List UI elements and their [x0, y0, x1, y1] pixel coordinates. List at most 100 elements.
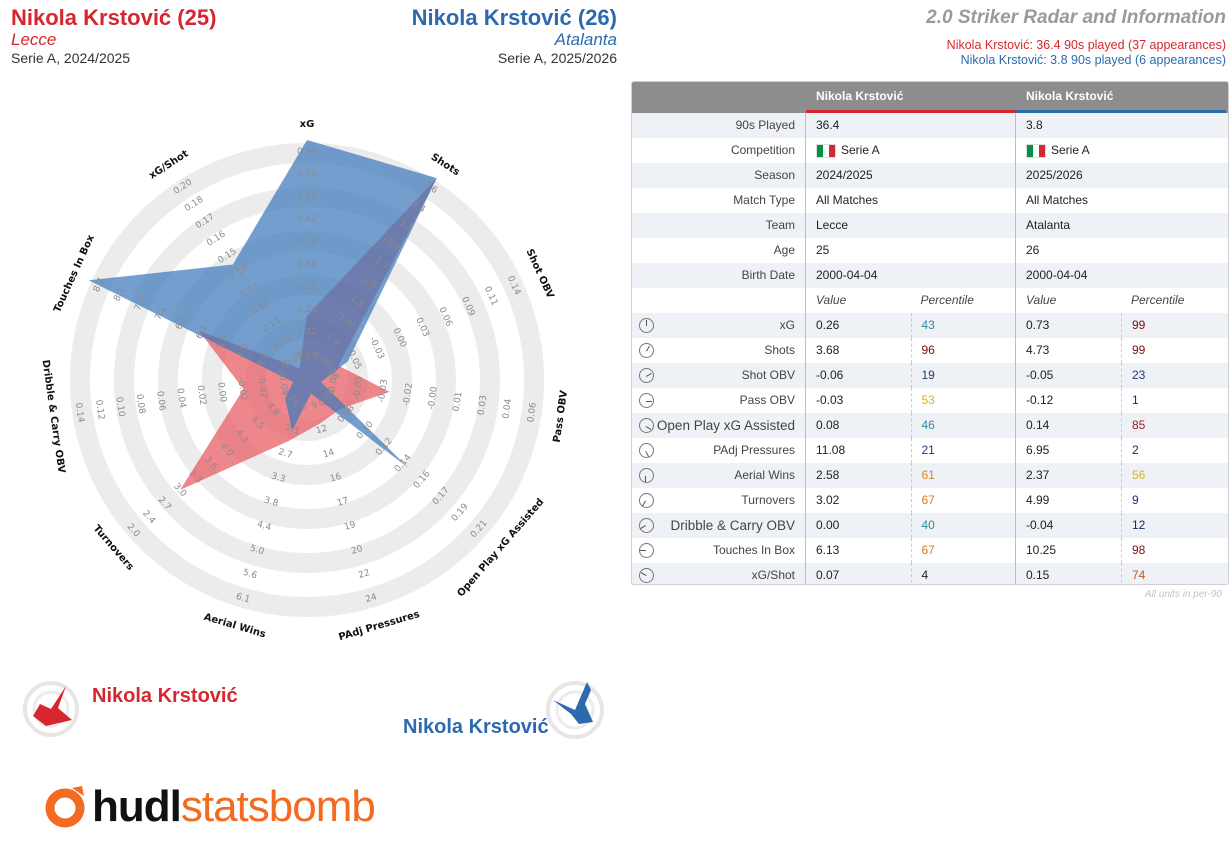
gauge-icon — [639, 568, 654, 583]
italy-flag-icon — [1026, 143, 1046, 158]
table-row: Match Type All Matches All Matches — [632, 188, 1228, 213]
player1-percentile: 67 — [910, 488, 1016, 513]
player2-value: Serie A — [1016, 138, 1226, 163]
player1-percentile: 21 — [910, 438, 1016, 463]
player2-value-text: Atalanta — [1026, 218, 1071, 232]
player2-value-text: All Matches — [1026, 193, 1089, 207]
radar-tick-label: 5.6 — [242, 568, 259, 582]
table-row: Shot OBV -0.06 19 -0.05 23 — [632, 363, 1228, 388]
gauge-icon — [639, 343, 654, 358]
table-row: PAdj Pressures 11.08 21 6.95 2 — [632, 438, 1228, 463]
radar-tick-label: 0.34 — [297, 260, 317, 270]
player1-stat-value: 3.68 — [816, 343, 840, 357]
player2-value-text: Serie A — [1051, 143, 1090, 157]
player2-stat-value: 4.99 — [1026, 493, 1050, 507]
row-label: Season — [632, 163, 806, 188]
radar-tick-label: 24 — [364, 592, 378, 605]
legend-player2: Nikola Krstović — [403, 680, 605, 740]
player1-value-text: 2024/2025 — [816, 168, 873, 182]
radar-tick-label: 19 — [343, 520, 357, 533]
player2-value: All Matches — [1016, 188, 1226, 213]
player1-stat-value: 6.13 — [816, 543, 840, 557]
stat-label: Dribble & Carry OBV — [632, 513, 806, 538]
radar-tick-label: 0.11 — [482, 285, 499, 307]
radar-tick-label: 17 — [336, 496, 350, 509]
radar-series-2 — [88, 140, 437, 469]
gauge-icon — [639, 518, 654, 533]
radar-tick-label: 0.00 — [215, 382, 228, 404]
gauge-icon — [639, 393, 654, 408]
player1-percentile: 61 — [910, 463, 1016, 488]
player2-mini-radar-icon — [545, 681, 604, 739]
gauge-icon — [639, 543, 654, 558]
player1-played: Nikola Krstović: 36.4 90s played (37 app… — [946, 38, 1226, 52]
player2-stat-value: 0.14 — [1026, 418, 1050, 432]
radar-tick-label: 4.4 — [256, 520, 273, 534]
radar-tick-label: 0.38 — [297, 237, 317, 247]
player1-stat-value: -0.03 — [816, 393, 844, 407]
table-row: Aerial Wins 2.58 61 2.37 56 — [632, 463, 1228, 488]
player1-percentile: 4 — [910, 563, 1016, 584]
statsbomb-logo-icon — [45, 786, 85, 828]
player2-value: 3.8 — [1016, 113, 1226, 138]
legend-player1: Nikola Krstović — [22, 680, 238, 738]
stat-label-text: Open Play xG Assisted — [656, 418, 795, 433]
table-row: Team Lecce Atalanta — [632, 213, 1228, 238]
stat-label: Pass OBV — [632, 388, 806, 413]
radar-axis-label: Aerial Wins — [202, 612, 267, 641]
player2-value-text: 2000-04-04 — [1026, 268, 1088, 282]
logo-text: hudlstatsbomb — [92, 781, 376, 833]
percentile-header: Percentile — [1131, 293, 1185, 307]
player2-stat-value: 10.25 — [1026, 543, 1057, 557]
gauge-icon — [639, 493, 654, 508]
gauge-icon — [639, 418, 654, 433]
stat-label-text: Touches In Box — [712, 543, 795, 557]
player2-competition: Serie A, 2025/2026 — [497, 50, 617, 66]
player1-value: All Matches — [806, 188, 1016, 213]
radar-tick-label: 0.14 — [73, 402, 86, 424]
radar-tick-label: 20 — [350, 544, 364, 557]
player2-value: 2025/2026 — [1016, 163, 1226, 188]
radar-tick-label: 0.26 — [297, 305, 317, 315]
stat-label-text: xG — [779, 318, 795, 332]
stat-label: Aerial Wins — [632, 463, 806, 488]
stat-label: xG — [632, 313, 806, 338]
value-header: Value — [1026, 293, 1057, 307]
table-row: Open Play xG Assisted 0.08 46 0.14 85 — [632, 413, 1228, 438]
radar-tick-label: 0.46 — [297, 192, 317, 202]
player2-percentile: 99 — [1121, 338, 1226, 363]
radar-axis-label: xG/Shot — [147, 148, 190, 181]
radar-tick-label: 2.1 — [284, 423, 301, 437]
player2-stat-value: 0.15 — [1026, 568, 1050, 582]
row-label: 90s Played — [632, 113, 806, 138]
row-label: Age — [632, 238, 806, 263]
radar-tick-label: -0.07 — [327, 372, 340, 396]
player1-stat-value: 0.26 — [816, 318, 840, 332]
player2-stat-value: 2.37 — [1026, 468, 1050, 482]
player1-stat-value: 2.58 — [816, 468, 840, 482]
table-row: Turnovers 3.02 67 4.99 9 — [632, 488, 1228, 513]
player2-stat-value: 6.95 — [1026, 443, 1050, 457]
radar-tick-label: 0.04 — [174, 388, 187, 410]
player1-stat-value: 3.02 — [816, 493, 840, 507]
stat-label-text: Pass OBV — [739, 393, 795, 407]
player1-stat-value: 0.00 — [816, 518, 840, 532]
stat-label-text: Turnovers — [741, 493, 795, 507]
radar-tick-label: 0.54 — [297, 147, 317, 157]
table-row: Shots 3.68 96 4.73 99 — [632, 338, 1228, 363]
radar-tick-label: 0.30 — [297, 282, 317, 292]
table-row: Competition Serie A Serie A — [632, 138, 1228, 163]
radar-tick-label: 14 — [322, 448, 336, 461]
radar-tick-label: 12 — [315, 424, 329, 437]
radar-tick-label: -0.00 — [427, 386, 440, 411]
player1-stat-value: 11.08 — [816, 443, 846, 457]
stat-label-text: PAdj Pressures — [713, 443, 795, 457]
legend-player1-name: Nikola Krstović — [92, 685, 238, 707]
percentile-header: Percentile — [920, 293, 974, 307]
table-column-player1: Nikola Krstović — [806, 82, 1016, 113]
radar-tick-label: -0.04 — [276, 371, 289, 396]
stat-label-text: Dribble & Carry OBV — [670, 518, 795, 533]
radar-tick-label: 0.50 — [297, 169, 317, 179]
radar-tick-label: 0.22 — [297, 328, 317, 338]
radar-tick-label: 0.42 — [297, 215, 317, 225]
